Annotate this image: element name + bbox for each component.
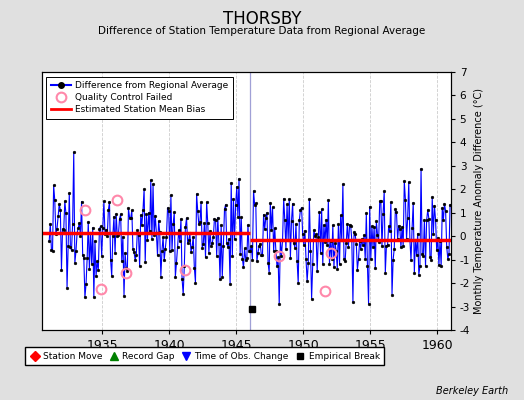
Legend: Difference from Regional Average, Quality Control Failed, Estimated Station Mean: Difference from Regional Average, Qualit…	[47, 76, 233, 119]
Y-axis label: Monthly Temperature Anomaly Difference (°C): Monthly Temperature Anomaly Difference (…	[474, 88, 484, 314]
Text: THORSBY: THORSBY	[223, 10, 301, 28]
Text: Difference of Station Temperature Data from Regional Average: Difference of Station Temperature Data f…	[99, 26, 425, 36]
Legend: Station Move, Record Gap, Time of Obs. Change, Empirical Break: Station Move, Record Gap, Time of Obs. C…	[26, 348, 384, 366]
Text: Berkeley Earth: Berkeley Earth	[436, 386, 508, 396]
